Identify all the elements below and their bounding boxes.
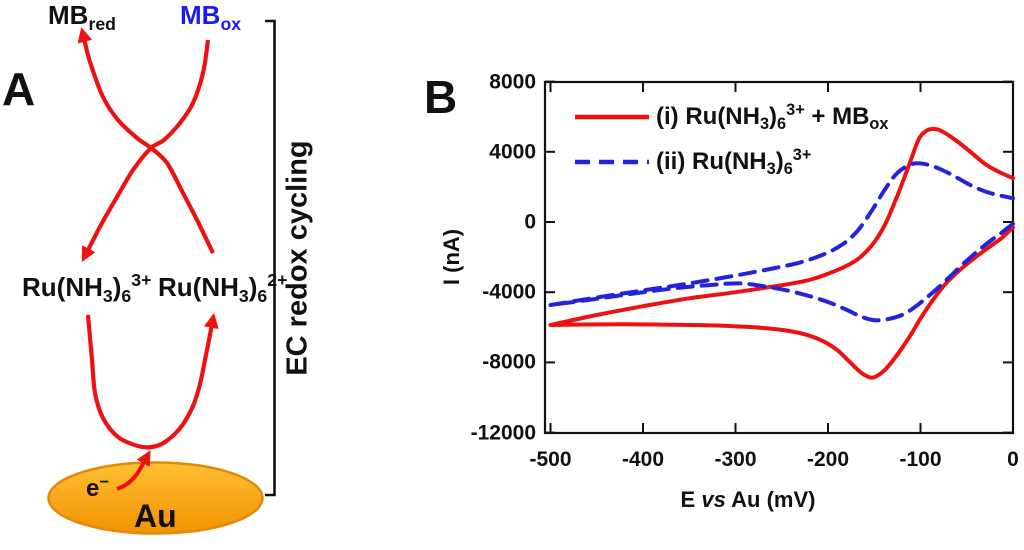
text-run: e (86, 475, 100, 502)
text-run: 3 (766, 160, 776, 179)
electron-label: e− (86, 474, 109, 502)
y-tick-label: 0 (524, 210, 536, 234)
text-run: (ii) Ru(NH (656, 148, 767, 175)
text-run: 2+ (267, 270, 288, 291)
x-tick-label: 0 (1007, 448, 1019, 471)
text-run: ) (112, 272, 122, 302)
text-run: red (88, 13, 116, 34)
text-run: (i) Ru(NH (656, 103, 760, 130)
text-run: ) (248, 272, 258, 302)
ru-3plus-label: Ru(NH3)63+ (22, 271, 151, 304)
panel-b-label: B (424, 71, 458, 123)
y-tick-label: -4000 (482, 280, 536, 304)
text-run: Ru(NH (158, 272, 239, 302)
y-tick-label: -12000 (470, 421, 536, 445)
text-run: 6 (257, 285, 268, 306)
axis-ticks (545, 80, 1014, 434)
text-run: MB (180, 0, 221, 30)
arrow-ru2-to-mbred (77, 27, 215, 254)
x-axis-label: E vs Au (mV) (681, 489, 816, 511)
legend-item-dashed: (ii) Ru(NH3)63+ (656, 147, 811, 178)
x-tick-label: -500 (529, 448, 572, 471)
text-run: 3 (238, 285, 249, 306)
text-run: + MB (804, 103, 870, 130)
text-run: 3+ (792, 146, 812, 165)
text-run: 3+ (131, 270, 152, 291)
text-run: 3 (759, 115, 770, 134)
text-run: Au (mV) (725, 487, 816, 512)
legend-item-solid: (i) Ru(NH3)63+ + MBox (656, 102, 888, 133)
text-run: 6 (121, 285, 132, 306)
arrow-electron-transfer (116, 450, 151, 491)
plot-frame (543, 80, 1015, 435)
arrow-mbox-to-ru3 (81, 39, 211, 262)
x-tick-label: -100 (899, 448, 942, 471)
text-run: − (99, 473, 109, 492)
bracket-caption: EC redox cycling (281, 140, 314, 376)
redox-cycle-arrows (77, 27, 219, 491)
text-run: 6 (777, 115, 787, 134)
text-run: MB (48, 0, 89, 30)
text-run: vs (701, 487, 726, 512)
x-tick-label: -300 (714, 448, 757, 471)
bracket-shape (265, 19, 276, 497)
text-run: ) (769, 103, 778, 130)
text-run: ox (869, 115, 889, 134)
y-tick-label: 8000 (489, 70, 536, 94)
y-tick-label: 4000 (489, 140, 536, 164)
cv-curves (548, 126, 1015, 380)
electrode-label: Au (134, 498, 177, 534)
text-run: 3+ (786, 101, 805, 120)
x-tick-label: -400 (621, 448, 665, 471)
panel-a-label: A (2, 63, 36, 115)
y-axis-label: I (nA) (439, 228, 464, 286)
mb-ox-label: MBox (180, 0, 241, 32)
cv-curve-solid (548, 126, 1015, 380)
mb-red-label: MBred (48, 0, 116, 32)
text-run: 6 (783, 160, 793, 179)
text-run: 3 (102, 285, 113, 306)
x-tick-label: -200 (806, 448, 850, 471)
cv-curve-dashed (548, 161, 1015, 323)
text-run: E (680, 487, 702, 512)
gold-electrode-shape (47, 461, 264, 535)
legend-key-lines (575, 114, 649, 165)
text-run: ox (220, 13, 242, 34)
text-run: Ru(NH (22, 272, 103, 302)
ru-2plus-label: Ru(NH3)62+ (158, 271, 287, 304)
y-tick-label: -8000 (482, 350, 536, 374)
arrow-electrode-shuttle (85, 312, 219, 450)
text-run: ) (775, 148, 784, 175)
